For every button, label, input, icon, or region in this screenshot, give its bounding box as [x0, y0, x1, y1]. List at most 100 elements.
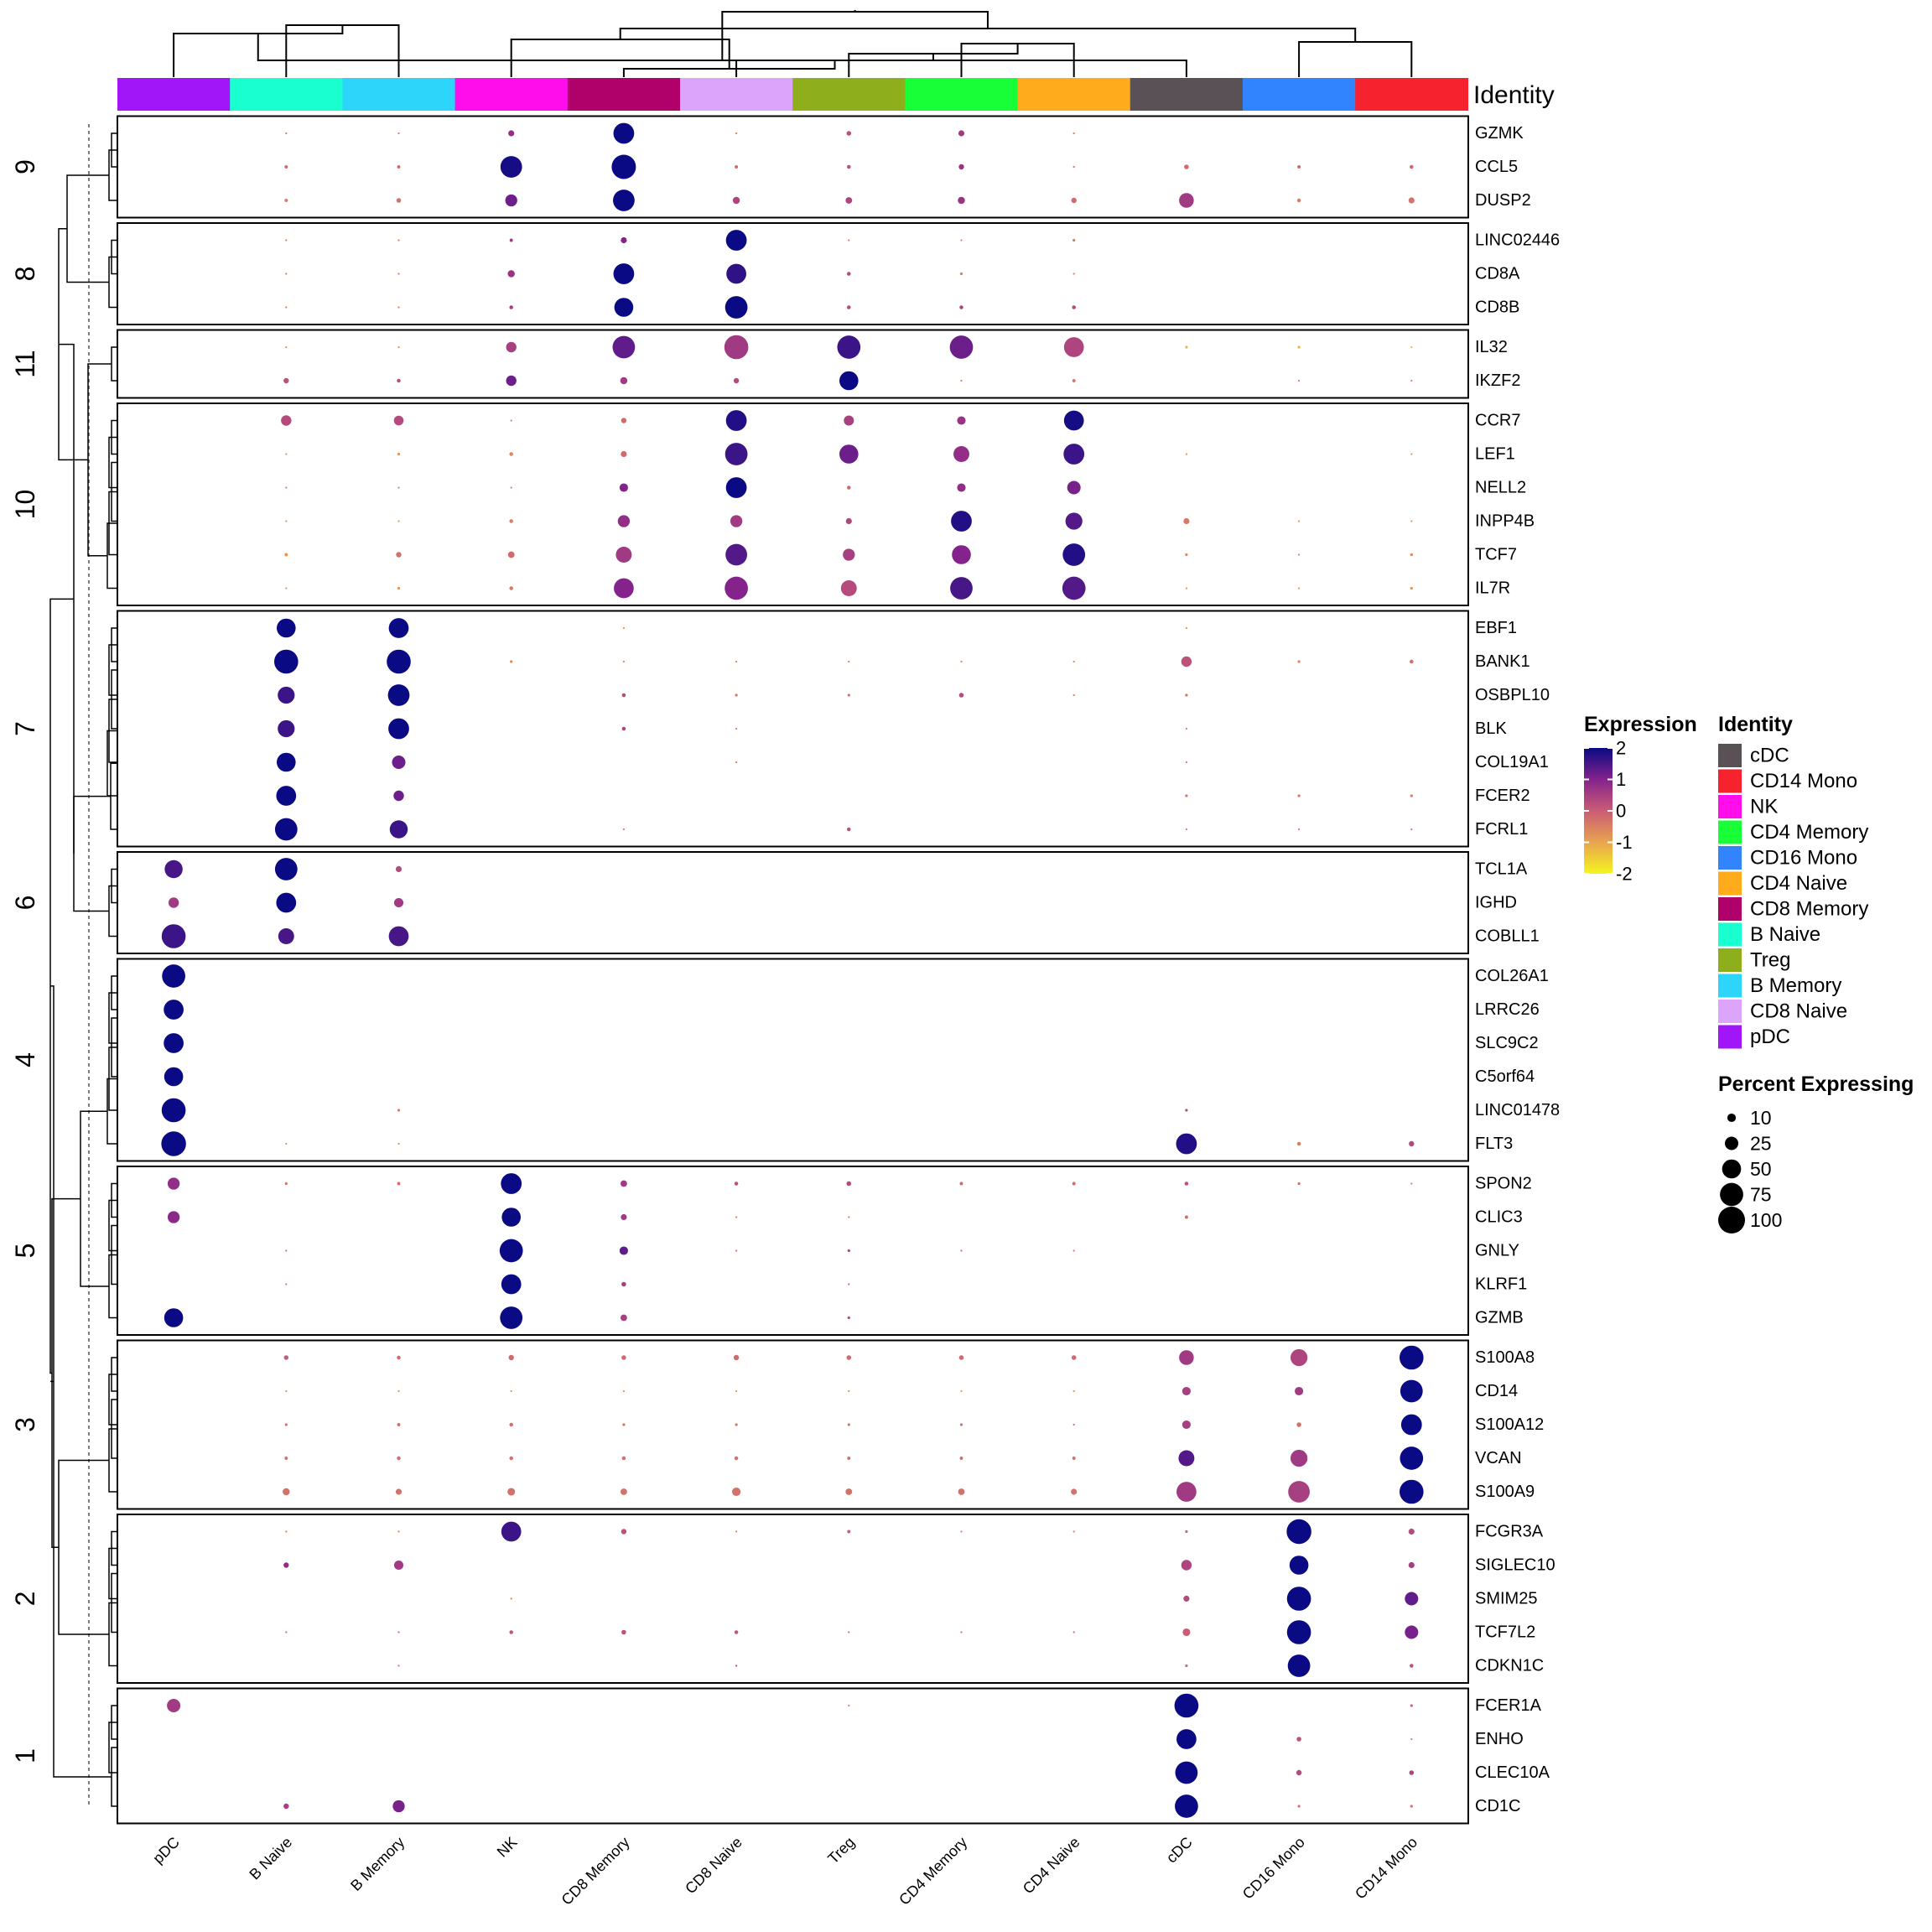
dot — [396, 198, 402, 203]
dot — [1072, 1457, 1076, 1460]
column-labels: pDC B Naive B Memory NK CD8 Memory CD8 Naive T… — [149, 1834, 1420, 1909]
dot — [397, 1182, 401, 1186]
dot — [1072, 660, 1075, 663]
expression-tick-label: 2 — [1616, 738, 1626, 759]
gene-label: FCGR3A — [1475, 1523, 1544, 1541]
dot — [396, 552, 402, 558]
dot — [1179, 1350, 1194, 1365]
gene-label: CCL5 — [1475, 158, 1518, 176]
dot — [285, 345, 288, 349]
dot — [509, 452, 513, 456]
dot — [168, 897, 179, 908]
identity-legend-label: CD4 Memory — [1750, 821, 1868, 844]
identity-legend-swatch — [1718, 795, 1742, 818]
dot — [1408, 1561, 1415, 1569]
dot — [1179, 193, 1194, 208]
dot — [501, 1208, 522, 1227]
dot — [735, 660, 738, 663]
dot — [510, 1389, 512, 1393]
row-group-panel — [117, 222, 1469, 325]
gene-label: SPON2 — [1475, 1175, 1532, 1193]
identity-legend-swatch — [1718, 974, 1742, 998]
dot — [285, 1142, 288, 1145]
dot — [1296, 1422, 1301, 1427]
dot — [1400, 1414, 1422, 1436]
column-dendrogram — [173, 10, 1413, 77]
gene-label: LRRC26 — [1475, 1000, 1540, 1019]
dot — [506, 375, 517, 387]
dot — [283, 377, 289, 384]
column-label: CD14 Mono — [1352, 1834, 1420, 1903]
row-group-label: 9 — [10, 159, 40, 174]
gene-label: LEF1 — [1475, 445, 1515, 464]
row-dendrogram-branch — [108, 1547, 117, 1600]
dot — [500, 1306, 523, 1329]
gene-label: CDKN1C — [1475, 1657, 1544, 1675]
dot — [1296, 1769, 1302, 1776]
dot — [1408, 197, 1415, 204]
dot — [1072, 1249, 1075, 1252]
dot — [283, 1562, 289, 1568]
dot — [837, 335, 861, 359]
dot — [1409, 1140, 1415, 1147]
gene-label: SLC9C2 — [1475, 1034, 1539, 1052]
row-dendrogram-branch — [108, 149, 117, 201]
identity-bar-b-memory — [342, 78, 456, 111]
dot — [958, 130, 965, 137]
row-dendrogram-branch — [108, 644, 117, 696]
dot — [387, 649, 411, 674]
dot — [501, 1521, 522, 1542]
gene-label: CD14 — [1475, 1382, 1518, 1400]
gene-label: IKZF2 — [1475, 371, 1520, 390]
dot — [1405, 1592, 1419, 1606]
dot — [1297, 794, 1301, 797]
dot — [285, 1389, 288, 1393]
expression-legend-title: Expression — [1584, 713, 1697, 736]
dot — [1410, 379, 1413, 382]
dot — [284, 1457, 288, 1460]
column-dendrogram-branch — [619, 28, 1357, 42]
column-label: B Naive — [246, 1834, 295, 1883]
dot — [1072, 1182, 1076, 1186]
dot — [622, 660, 626, 663]
percent-legend-dot — [1722, 1159, 1742, 1179]
dot — [285, 239, 288, 242]
row-dendrogram-branch — [59, 343, 75, 854]
gene-label: BLK — [1475, 719, 1507, 738]
dot — [1071, 197, 1077, 204]
dot — [1072, 132, 1075, 135]
identity-legend-label: CD8 Naive — [1750, 1000, 1847, 1023]
identity-legend-label: CD8 Memory — [1750, 898, 1868, 921]
dot — [1185, 453, 1188, 455]
gene-label: FCRL1 — [1475, 820, 1528, 839]
gene-label: TCF7 — [1475, 546, 1517, 564]
dot — [952, 545, 971, 564]
dot — [1071, 1355, 1077, 1360]
dot — [397, 486, 400, 489]
dot — [1297, 553, 1301, 556]
dot — [1410, 1805, 1413, 1808]
dot — [848, 660, 850, 663]
row-dendrogram-branch — [108, 1428, 117, 1493]
dot — [957, 416, 966, 425]
dot — [397, 452, 401, 456]
row-group-label: 3 — [10, 1417, 40, 1432]
dot — [285, 1530, 288, 1533]
percent-legend-label: 75 — [1750, 1184, 1772, 1206]
dot — [285, 486, 288, 489]
dot — [397, 1389, 400, 1393]
dot — [1288, 1481, 1310, 1503]
dot — [276, 618, 296, 638]
dot — [847, 305, 851, 309]
percent-legend-label: 50 — [1750, 1158, 1772, 1180]
dot — [1184, 1182, 1189, 1186]
dot — [284, 553, 288, 557]
dot — [959, 305, 963, 309]
dot — [1185, 553, 1188, 557]
dot — [1400, 1446, 1424, 1470]
dot — [621, 1629, 626, 1635]
gene-label: LINC02446 — [1475, 231, 1560, 250]
dot — [1182, 1386, 1191, 1396]
